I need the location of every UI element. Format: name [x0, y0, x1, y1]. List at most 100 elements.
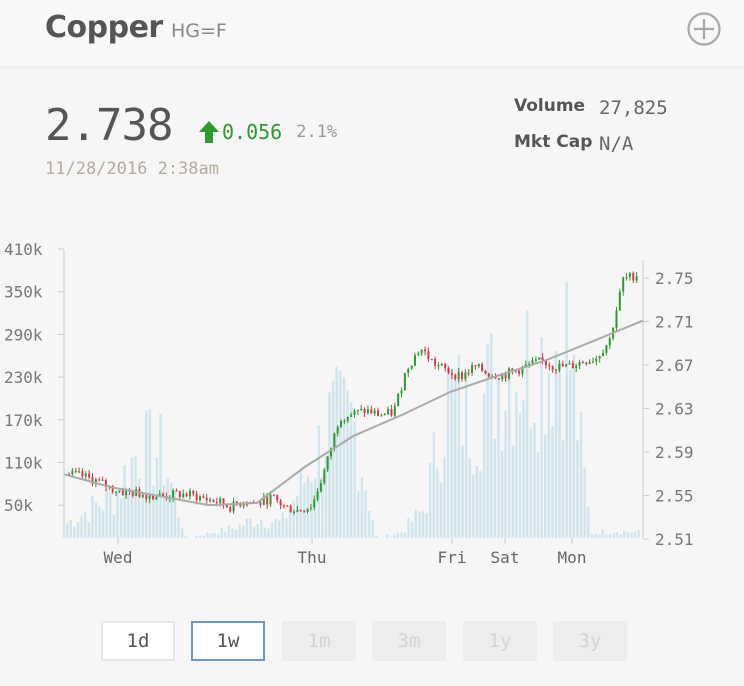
candle-body: [188, 491, 191, 497]
volume-bar: [216, 534, 220, 538]
volume-bar: [357, 491, 360, 538]
volume-bar: [414, 509, 417, 538]
candle-body: [266, 496, 269, 505]
candle-body: [172, 490, 175, 498]
candle-body: [393, 405, 396, 416]
candle-body: [78, 471, 81, 473]
volume-bar: [249, 518, 252, 538]
candle-body: [74, 470, 77, 473]
volume-bar: [306, 476, 310, 538]
candle-body: [635, 276, 638, 281]
volume-bar: [119, 498, 123, 538]
candle-body: [162, 493, 165, 496]
market-cap-value: N/A: [599, 133, 634, 155]
volume-bar: [281, 512, 284, 538]
candle-body: [595, 358, 598, 362]
candle-body: [514, 370, 517, 372]
volume-bar: [166, 478, 169, 538]
candle-body: [282, 505, 285, 507]
volume-bar: [536, 452, 540, 538]
volume-bar: [385, 534, 389, 538]
candle-body: [81, 471, 84, 477]
volume-bar: [500, 450, 504, 538]
volume-bar: [263, 527, 267, 538]
range-1y-button[interactable]: 1y: [463, 621, 537, 661]
volume-bar: [317, 425, 320, 538]
volume-bar: [623, 530, 626, 538]
candle-body: [571, 363, 574, 369]
candle-body: [286, 505, 289, 507]
circle-plus-icon[interactable]: [687, 12, 721, 46]
price-tick-label: 2.55: [655, 487, 694, 506]
market-cap-label: Mkt Cap: [514, 132, 593, 152]
candle-body: [235, 501, 238, 505]
volume-tick-label: 230k: [4, 368, 43, 387]
candle-body: [531, 360, 534, 364]
volume-bar: [587, 506, 590, 538]
candle-body: [471, 365, 474, 373]
candle-body: [373, 410, 376, 414]
price-tick-label: 2.67: [655, 356, 694, 375]
volume-bar: [270, 522, 274, 538]
volume-bar: [630, 532, 633, 538]
candle-body: [141, 495, 144, 497]
candle-body: [279, 500, 282, 506]
volume-bar: [353, 421, 356, 538]
volume-bar: [461, 445, 464, 538]
volume-bar: [288, 509, 292, 538]
range-1d-button[interactable]: 1d: [101, 621, 175, 661]
candle-body: [346, 416, 349, 421]
candle-body: [397, 393, 400, 406]
candle-body: [340, 421, 343, 427]
candle-body: [276, 494, 279, 501]
candle-body: [457, 372, 460, 380]
volume-bar: [80, 515, 83, 538]
candle-body: [508, 368, 511, 379]
volume-tick-label: 410k: [4, 240, 43, 259]
volume-bar: [109, 491, 112, 538]
range-1w-button[interactable]: 1w: [191, 621, 265, 661]
volume-tick-label: 170k: [4, 411, 43, 430]
range-1m-button[interactable]: 1m: [282, 621, 356, 661]
volume-bar: [267, 528, 270, 538]
candle-body: [575, 365, 578, 369]
candle-body: [84, 473, 87, 477]
price-tick-label: 2.71: [655, 313, 694, 332]
candle-body: [94, 479, 97, 484]
volume-bar: [69, 519, 72, 538]
volume-bar: [626, 531, 629, 538]
volume-bar: [594, 533, 597, 538]
candle-body: [568, 363, 571, 365]
volume-bar: [170, 482, 173, 538]
candle-body: [615, 310, 618, 328]
candle-body: [434, 358, 437, 366]
range-3m-button[interactable]: 3m: [372, 621, 446, 661]
volume-bar: [177, 517, 180, 538]
volume-bar: [141, 490, 144, 538]
candle-body: [481, 364, 484, 372]
candle-body: [326, 456, 329, 470]
day-label: Wed: [104, 548, 133, 567]
price-tick-label: 2.75: [655, 269, 694, 288]
commodity-title: Copper: [45, 10, 163, 45]
day-label: Sat: [491, 548, 520, 567]
candle-body: [387, 409, 390, 415]
price-volume-chart[interactable]: 410k 350k 290k 230k 170k 110k 50k 2.75 2.71 2.67 2…: [0, 232, 744, 577]
volume-bar: [432, 432, 435, 538]
volume-bar: [439, 482, 443, 538]
candle-body: [366, 409, 369, 414]
volume-bar: [321, 477, 324, 538]
candle-body: [447, 368, 450, 374]
candle-body: [420, 349, 423, 354]
volume-bar: [429, 462, 432, 538]
candle-body: [239, 504, 242, 507]
last-price: 2.738: [45, 100, 173, 151]
range-3y-button[interactable]: 3y: [553, 621, 627, 661]
volume-bar: [310, 482, 313, 538]
volume-bar: [148, 409, 152, 538]
volume-bar: [493, 438, 497, 538]
volume-bar: [130, 457, 134, 538]
candle-body: [541, 357, 544, 361]
volume-bar: [360, 477, 364, 538]
volume-bar: [590, 534, 594, 538]
